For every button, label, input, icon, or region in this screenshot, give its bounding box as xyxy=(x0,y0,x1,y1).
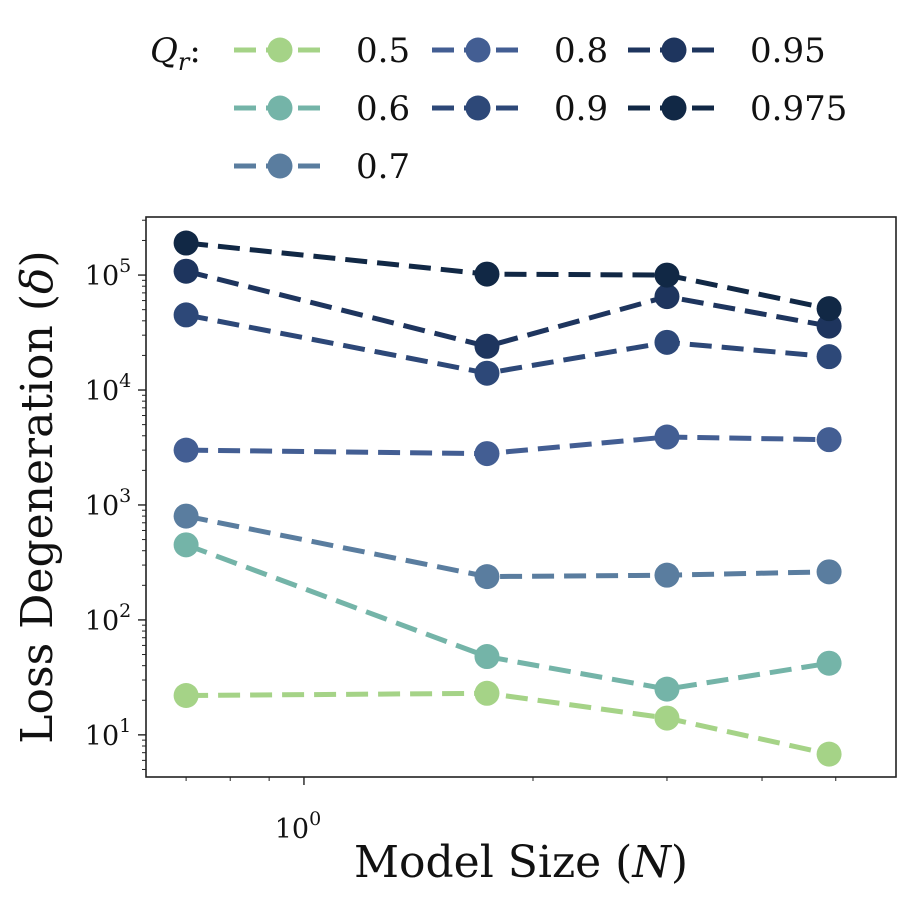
y-tick-label-3: 103 xyxy=(85,485,131,522)
data-point xyxy=(654,329,680,355)
legend-swatch-marker xyxy=(267,37,293,63)
legend-entry-0.7: 0.7 xyxy=(234,147,410,187)
series-0.7 xyxy=(173,503,842,590)
data-point xyxy=(816,650,842,676)
data-point xyxy=(816,296,842,322)
data-point xyxy=(474,644,500,670)
data-point xyxy=(474,564,500,590)
legend-entry-0.5: 0.5 xyxy=(234,31,410,71)
series-line xyxy=(185,268,830,349)
series-line xyxy=(185,542,830,692)
series-0.8 xyxy=(173,424,842,467)
legend-entry-0.8: 0.8 xyxy=(432,31,608,71)
data-point xyxy=(173,302,199,328)
series-0.6 xyxy=(173,532,842,702)
x-ticks: 100 xyxy=(275,777,321,845)
series-line xyxy=(185,240,830,312)
data-point xyxy=(654,705,680,731)
data-point xyxy=(816,559,842,585)
data-point xyxy=(654,262,680,288)
data-point xyxy=(654,676,680,702)
x-axis-label: Model Size (N) xyxy=(354,837,688,888)
data-point xyxy=(654,562,680,588)
legend-title-sub: r xyxy=(178,48,191,76)
data-point xyxy=(173,503,199,529)
x-tick-label-1: 100 xyxy=(275,808,321,845)
series-line xyxy=(185,513,830,580)
series-line xyxy=(186,434,830,457)
data-point xyxy=(816,344,842,370)
x-tick-exp: 0 xyxy=(309,808,321,830)
data-point xyxy=(816,741,842,767)
legend-entry-0.9: 0.9 xyxy=(432,89,608,129)
legend-swatch-marker xyxy=(465,95,491,121)
legend-swatch-marker xyxy=(267,153,293,179)
series-0.5 xyxy=(173,680,842,767)
series-line xyxy=(185,312,830,376)
y-ticks: 101 102 103 104 105 xyxy=(85,219,146,770)
series-0.975 xyxy=(173,230,842,322)
y-tick-label-5: 105 xyxy=(85,255,131,292)
legend-label: 0.5 xyxy=(356,31,410,71)
legend-entry-0.6: 0.6 xyxy=(234,89,410,129)
legend-label: 0.95 xyxy=(750,31,826,71)
data-point xyxy=(474,680,500,706)
legend-title-suffix: : xyxy=(189,31,200,71)
series-0.9 xyxy=(173,302,842,386)
data-point xyxy=(816,427,842,453)
legend-label: 0.9 xyxy=(554,89,608,129)
legend-title: Qr: xyxy=(150,31,201,76)
plot-area xyxy=(145,216,897,778)
legend: Qr: 0.5 0.6 0.7 0.8 0.9 0.95 0.975 xyxy=(150,31,847,187)
y-tick-label-2: 102 xyxy=(85,600,131,637)
data-point xyxy=(173,683,199,709)
series-group xyxy=(173,230,842,767)
legend-swatch-marker xyxy=(465,37,491,63)
legend-entry-0.95: 0.95 xyxy=(628,31,826,71)
data-point xyxy=(474,441,500,467)
legend-label: 0.975 xyxy=(750,89,847,129)
x-tick-base: 10 xyxy=(275,814,309,845)
y-tick-label-4: 104 xyxy=(85,370,131,407)
legend-swatch-marker xyxy=(267,95,293,121)
legend-swatch-marker xyxy=(661,37,687,63)
data-point xyxy=(474,360,500,386)
y-tick-label-1: 101 xyxy=(85,715,131,752)
data-point xyxy=(474,333,500,359)
legend-entry-0.975: 0.975 xyxy=(628,89,847,129)
legend-label: 0.6 xyxy=(356,89,410,129)
x-minor-ticks xyxy=(185,777,837,781)
data-point xyxy=(173,230,199,256)
legend-title-main: Q xyxy=(150,31,178,71)
legend-label: 0.8 xyxy=(554,31,608,71)
series-line xyxy=(186,690,830,757)
data-point xyxy=(654,424,680,450)
data-point xyxy=(654,284,680,310)
y-axis-label: Loss Degeneration (δ) xyxy=(12,250,63,743)
data-point xyxy=(816,313,842,339)
series-0.95 xyxy=(173,258,842,359)
data-point xyxy=(173,258,199,284)
legend-swatch-marker xyxy=(661,95,687,121)
plot-frame xyxy=(145,216,897,778)
legend-label: 0.7 xyxy=(356,147,410,187)
data-point xyxy=(173,532,199,558)
data-point xyxy=(173,437,199,463)
data-point xyxy=(474,261,500,287)
